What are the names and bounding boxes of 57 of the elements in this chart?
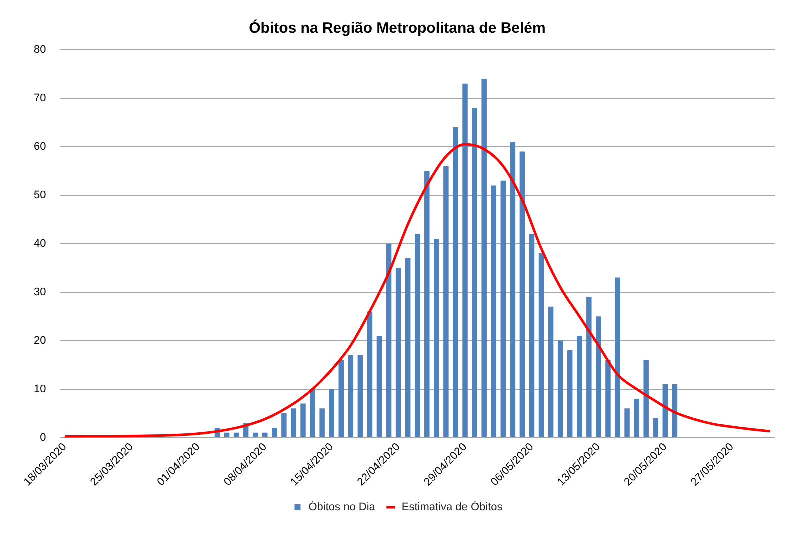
y-tick-label: 50 bbox=[34, 189, 46, 202]
bar bbox=[500, 180, 506, 438]
y-tick-label: 40 bbox=[34, 238, 46, 250]
bar bbox=[453, 128, 458, 438]
bar bbox=[376, 336, 382, 438]
bar bbox=[262, 432, 268, 438]
bar bbox=[567, 350, 573, 438]
chart-title: Óbitos na Região Metropolitana de Belém bbox=[249, 19, 546, 38]
bar bbox=[367, 312, 373, 438]
bar bbox=[596, 316, 602, 438]
y-tick-label: 0 bbox=[40, 432, 46, 444]
bar bbox=[414, 234, 420, 438]
bar bbox=[329, 389, 334, 438]
bar bbox=[577, 336, 582, 438]
bar bbox=[615, 278, 620, 438]
bar bbox=[624, 408, 630, 438]
bar bbox=[338, 360, 344, 438]
y-tick-label: 20 bbox=[34, 334, 46, 347]
bar bbox=[558, 340, 564, 438]
bar bbox=[386, 244, 392, 438]
y-tick-label: 60 bbox=[34, 140, 46, 153]
bar bbox=[548, 306, 554, 438]
bar bbox=[300, 404, 306, 438]
bar bbox=[434, 239, 440, 438]
bar bbox=[348, 355, 354, 438]
bar bbox=[529, 234, 535, 438]
bar bbox=[396, 268, 402, 438]
bar bbox=[662, 384, 668, 438]
bar bbox=[634, 398, 640, 438]
y-tick-label: 30 bbox=[34, 286, 46, 298]
bar bbox=[472, 108, 478, 438]
bar bbox=[482, 79, 487, 438]
bar bbox=[272, 428, 278, 438]
bar bbox=[606, 360, 611, 438]
bar bbox=[672, 384, 678, 438]
legend-label: Estimativa de Óbitos bbox=[402, 500, 504, 514]
bar bbox=[424, 171, 430, 438]
bar bbox=[491, 186, 496, 438]
y-tick-label: 70 bbox=[34, 92, 46, 104]
bar bbox=[320, 408, 325, 438]
bar bbox=[644, 360, 649, 438]
bar bbox=[310, 389, 316, 438]
legend-label: Óbitos no Dia bbox=[308, 500, 376, 514]
bar bbox=[538, 254, 544, 438]
bar bbox=[462, 84, 468, 438]
bar bbox=[653, 418, 658, 438]
bar bbox=[358, 355, 364, 438]
bar bbox=[586, 297, 592, 438]
bar bbox=[291, 408, 296, 438]
bar bbox=[405, 258, 411, 438]
y-tick-label: 80 bbox=[34, 44, 46, 56]
bar bbox=[520, 152, 526, 438]
y-tick-label: 10 bbox=[34, 383, 46, 396]
line-series bbox=[64, 143, 772, 438]
bar bbox=[282, 414, 287, 438]
bar bbox=[510, 142, 516, 438]
bar bbox=[444, 166, 449, 438]
